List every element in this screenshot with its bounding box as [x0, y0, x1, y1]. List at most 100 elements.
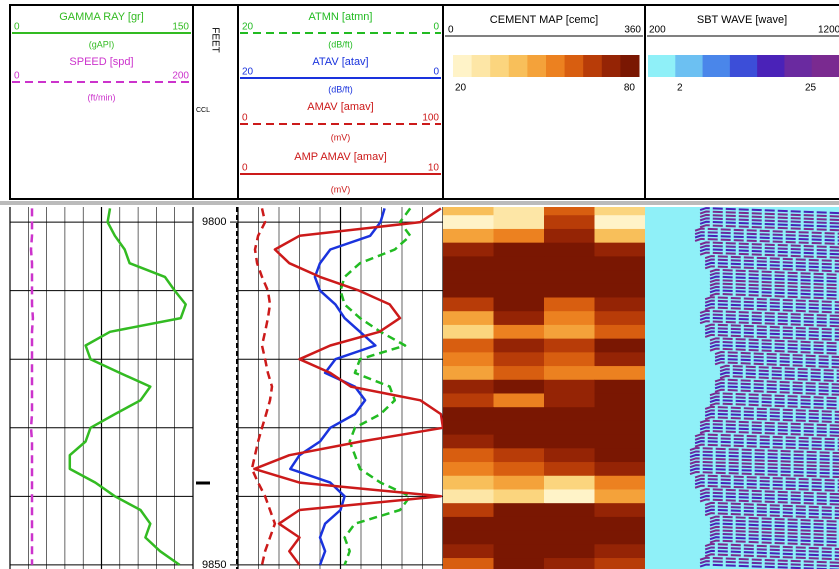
cement-cell: [595, 531, 646, 545]
curve-unit: (dB/ft): [328, 84, 353, 94]
cement-cell: [544, 435, 595, 449]
sbt-cmax: 25: [805, 83, 817, 94]
cement-cell: [595, 207, 646, 216]
cement-cell: [595, 517, 646, 531]
cement-cell: [595, 284, 646, 298]
cement-cell: [544, 448, 595, 462]
colorbar-cell: [602, 55, 621, 77]
cement-cmax: 80: [624, 83, 636, 94]
colorbar-cell: [757, 55, 785, 77]
colorbar-cell: [730, 55, 758, 77]
curve-unit: (mV): [331, 132, 351, 142]
cement-cell: [494, 243, 545, 257]
cement-cell: [595, 435, 646, 449]
cement-cell: [544, 311, 595, 325]
cement-cell: [595, 339, 646, 353]
cement-cell: [544, 325, 595, 339]
colorbar-cell: [527, 55, 546, 77]
colorbar-cell: [546, 55, 565, 77]
scale-left: 20: [242, 22, 254, 33]
cement-cell: [443, 407, 494, 421]
cement-cell: [494, 503, 545, 517]
header-frame: [645, 5, 839, 199]
cement-cell: [494, 531, 545, 545]
colorbar-cell: [648, 55, 676, 77]
header-shadow: [0, 201, 839, 205]
scale-left: 0: [242, 113, 248, 124]
cement-cell: [544, 476, 595, 490]
cement-cell: [544, 421, 595, 435]
cement-cell: [595, 407, 646, 421]
cement-xmin: 0: [448, 25, 454, 36]
cement-title: CEMENT MAP [cemc]: [490, 14, 598, 26]
cement-cell: [595, 544, 646, 558]
cement-cell: [494, 462, 545, 476]
cement-cell: [595, 325, 646, 339]
curve: [254, 208, 443, 565]
scale-right: 10: [428, 163, 440, 174]
curve: [290, 208, 384, 565]
depth-tick-label: 9800: [202, 216, 226, 228]
curve-unit: (mV): [331, 184, 351, 194]
cement-cell: [443, 352, 494, 366]
cement-cell: [595, 270, 646, 284]
cement-cell: [494, 298, 545, 312]
page: {"chart_data": {"type": "welllog", "dept…: [0, 0, 839, 569]
cement-cell: [443, 243, 494, 257]
colorbar-cell: [675, 55, 703, 77]
scale-left: 20: [242, 67, 254, 78]
curve-title: GAMMA RAY [gr]: [59, 11, 144, 23]
log-chart: FEETCCL98009850GAMMA RAY [gr]0150(gAPI)S…: [0, 0, 839, 569]
cement-cell: [595, 489, 646, 503]
cement-cell: [443, 421, 494, 435]
cement-cmin: 20: [455, 83, 467, 94]
cement-cell: [595, 256, 646, 270]
cement-xmax: 360: [624, 25, 641, 36]
colorbar-cell: [620, 55, 639, 77]
curve: [70, 208, 186, 565]
cement-cell: [544, 215, 595, 229]
ccl-label: CCL: [196, 107, 210, 114]
colorbar-cell: [812, 55, 839, 77]
cement-cell: [494, 311, 545, 325]
cement-cell: [443, 544, 494, 558]
cement-cell: [595, 393, 646, 407]
cement-cell: [544, 256, 595, 270]
cement-cell: [595, 311, 646, 325]
cement-cell: [443, 476, 494, 490]
cement-cell: [595, 215, 646, 229]
cement-cell: [544, 229, 595, 243]
cement-cell: [443, 435, 494, 449]
cement-cell: [595, 558, 646, 569]
sbt-xmin: 200: [649, 25, 666, 36]
cement-cell: [494, 407, 545, 421]
cement-cell: [494, 207, 545, 216]
cement-cell: [544, 407, 595, 421]
curve-title: ATAV [atav]: [312, 56, 368, 68]
cement-cell: [544, 380, 595, 394]
scale-left: 0: [14, 22, 20, 33]
cement-cell: [595, 366, 646, 380]
colorbar-cell: [583, 55, 602, 77]
header-frame: [443, 5, 645, 199]
cement-cell: [544, 489, 595, 503]
cement-cell: [494, 448, 545, 462]
cement-cell: [443, 489, 494, 503]
cement-cell: [494, 270, 545, 284]
cement-cell: [544, 393, 595, 407]
curve-unit: (gAPI): [89, 39, 115, 49]
cement-cell: [494, 284, 545, 298]
cement-cell: [544, 503, 595, 517]
cement-cell: [544, 462, 595, 476]
cement-cell: [443, 256, 494, 270]
curve-title: SPEED [spd]: [69, 56, 133, 68]
cement-cell: [494, 352, 545, 366]
cement-cell: [443, 558, 494, 569]
scale-right: 150: [172, 22, 189, 33]
depth-label: FEET: [209, 27, 220, 53]
cement-cell: [443, 325, 494, 339]
colorbar-cell: [509, 55, 528, 77]
cement-cell: [494, 366, 545, 380]
curve: [31, 208, 33, 565]
scale-right: 0: [433, 67, 439, 78]
